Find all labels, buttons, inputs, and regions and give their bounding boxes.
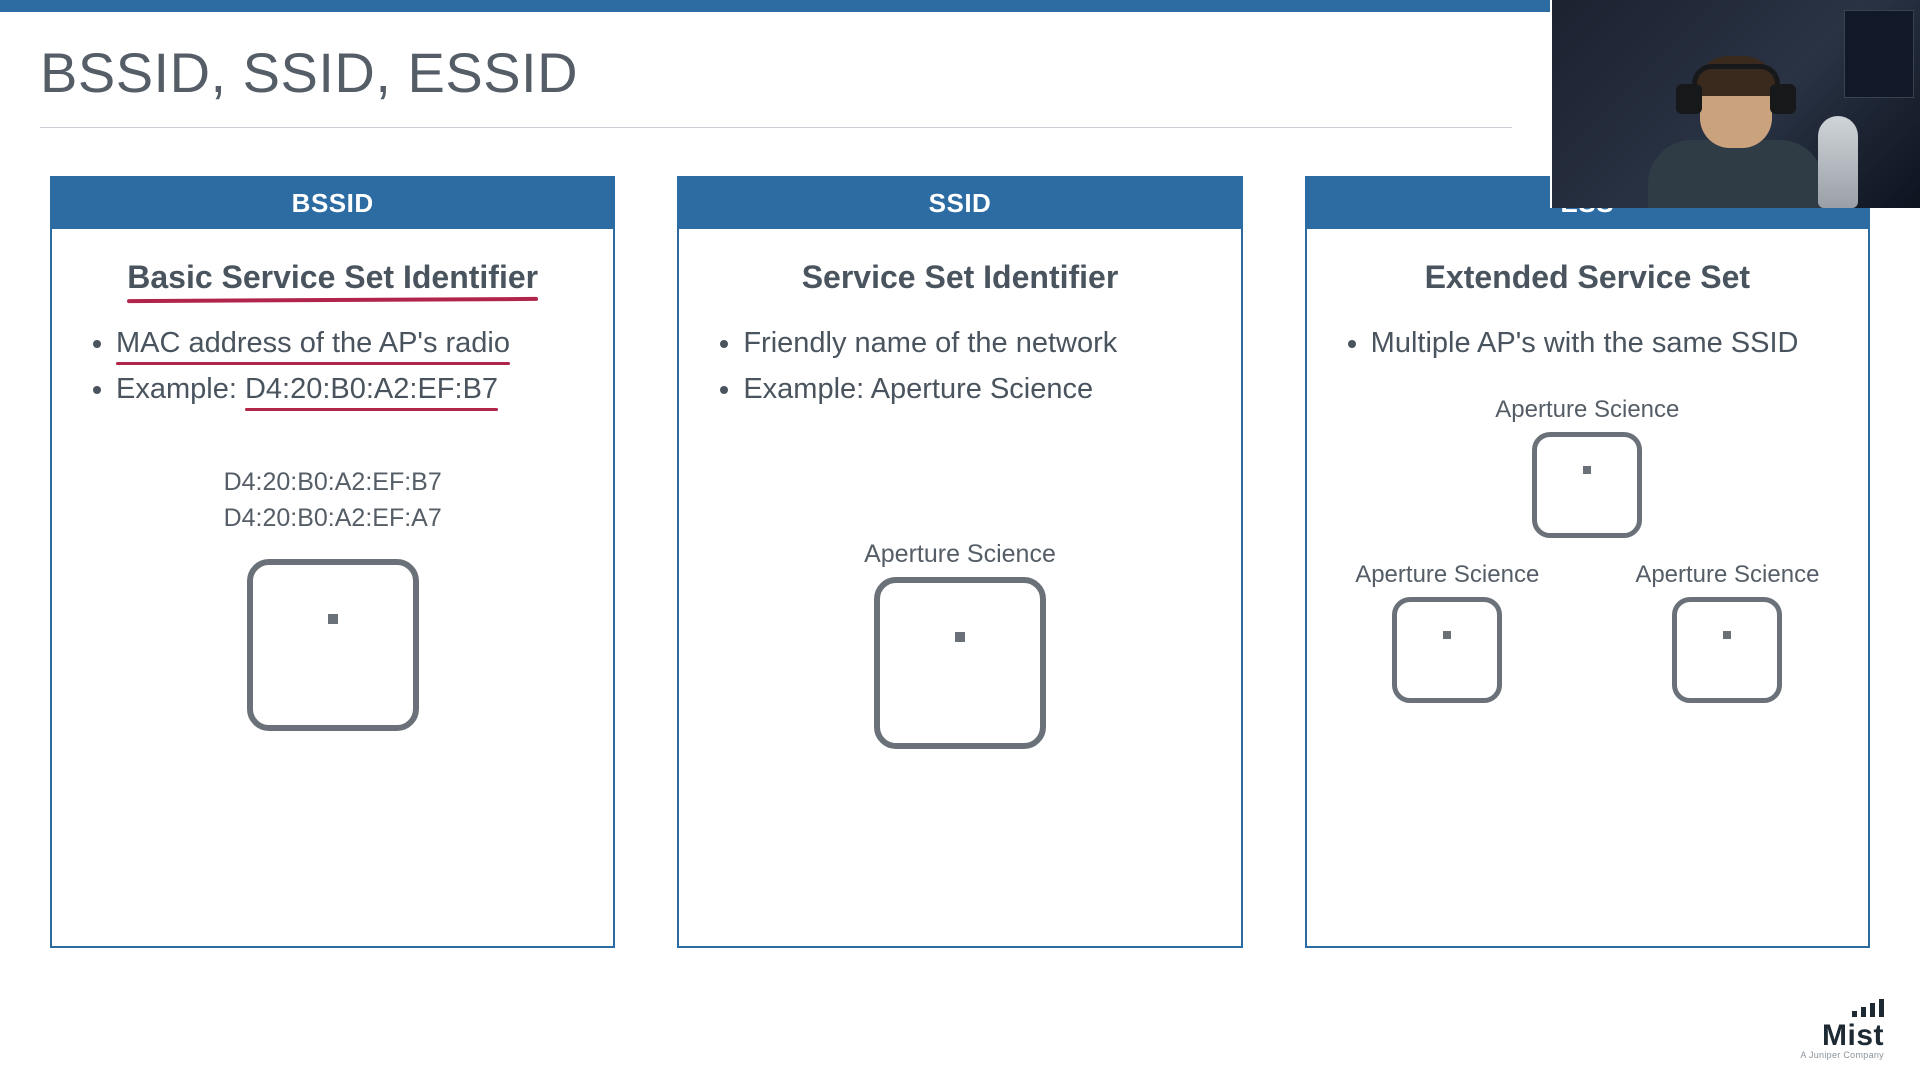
card-head-ssid: SSID (679, 178, 1240, 229)
ap-label: Aperture Science (1495, 396, 1679, 424)
ap-icon (1532, 432, 1642, 538)
bullet: MAC address of the AP's radio (116, 322, 585, 364)
ap-diagram-ess: Aperture Science Aperture Science Apertu… (1335, 396, 1840, 708)
card-subtitle-bssid: Basic Service Set Identifier (80, 259, 585, 296)
ess-ap-top: Aperture Science (1495, 396, 1679, 543)
card-head-bssid: BSSID (52, 178, 613, 229)
bullet: Example: D4:20:B0:A2:EF:B7 (116, 368, 585, 410)
card-bssid: BSSID Basic Service Set Identifier MAC a… (50, 176, 615, 948)
ap-led-icon (1583, 466, 1591, 474)
card-body-bssid: Basic Service Set Identifier MAC address… (52, 229, 613, 760)
poster-icon (1844, 10, 1914, 98)
ess-ap-right: Aperture Science (1635, 561, 1819, 708)
microphone-icon (1818, 116, 1858, 208)
card-body-ssid: Service Set Identifier Friendly name of … (679, 229, 1240, 778)
ap-icon (1672, 597, 1782, 703)
ap-label: Aperture Science (1635, 561, 1819, 589)
bullets-ess: Multiple AP's with the same SSID (1335, 322, 1840, 364)
ap-icon (874, 577, 1046, 749)
ap-led-icon (955, 632, 965, 642)
cards-row: BSSID Basic Service Set Identifier MAC a… (0, 128, 1920, 948)
ap-led-icon (1443, 631, 1451, 639)
ap-label: Aperture Science (1355, 561, 1539, 589)
ap-icon (247, 559, 419, 731)
webcam-overlay (1550, 0, 1920, 208)
bullet: Example: Aperture Science (743, 368, 1212, 410)
top-accent-bar (0, 0, 1567, 12)
card-body-ess: Extended Service Set Multiple AP's with … (1307, 229, 1868, 732)
mac-value: D4:20:B0:A2:EF:B7 (80, 464, 585, 500)
presenter-icon (1646, 58, 1826, 208)
card-subtitle-ssid: Service Set Identifier (707, 259, 1212, 296)
logo-subtext: A Juniper Company (1800, 1050, 1884, 1060)
logo-bars-icon (1800, 993, 1884, 1017)
bullet: Friendly name of the network (743, 322, 1212, 364)
ap-icon (1392, 597, 1502, 703)
annotated-underline: D4:20:B0:A2:EF:B7 (245, 373, 498, 405)
annotated-underline: Basic Service Set Identifier (127, 259, 538, 295)
bullets-ssid: Friendly name of the network Example: Ap… (707, 322, 1212, 410)
bullets-bssid: MAC address of the AP's radio Example: D… (80, 322, 585, 410)
logo-text: Mist (1800, 1019, 1884, 1053)
ap-led-icon (1723, 631, 1731, 639)
bullet: Multiple AP's with the same SSID (1371, 322, 1840, 364)
ap-diagram-bssid (80, 559, 585, 736)
mac-value: D4:20:B0:A2:EF:A7 (80, 500, 585, 536)
annotated-underline: MAC address of the AP's radio (116, 327, 510, 359)
ap-diagram-ssid: Aperture Science (707, 540, 1212, 754)
card-subtitle-ess: Extended Service Set (1335, 259, 1840, 296)
ap-led-icon (328, 614, 338, 624)
ess-row-bottom: Aperture Science Aperture Science (1355, 561, 1819, 708)
brand-logo: Mist A Juniper Company (1800, 993, 1884, 1060)
card-ess: ESS Extended Service Set Multiple AP's w… (1305, 176, 1870, 948)
mac-list: D4:20:B0:A2:EF:B7 D4:20:B0:A2:EF:A7 (80, 464, 585, 537)
ap-label: Aperture Science (707, 540, 1212, 569)
ess-ap-left: Aperture Science (1355, 561, 1539, 708)
card-ssid: SSID Service Set Identifier Friendly nam… (677, 176, 1242, 948)
